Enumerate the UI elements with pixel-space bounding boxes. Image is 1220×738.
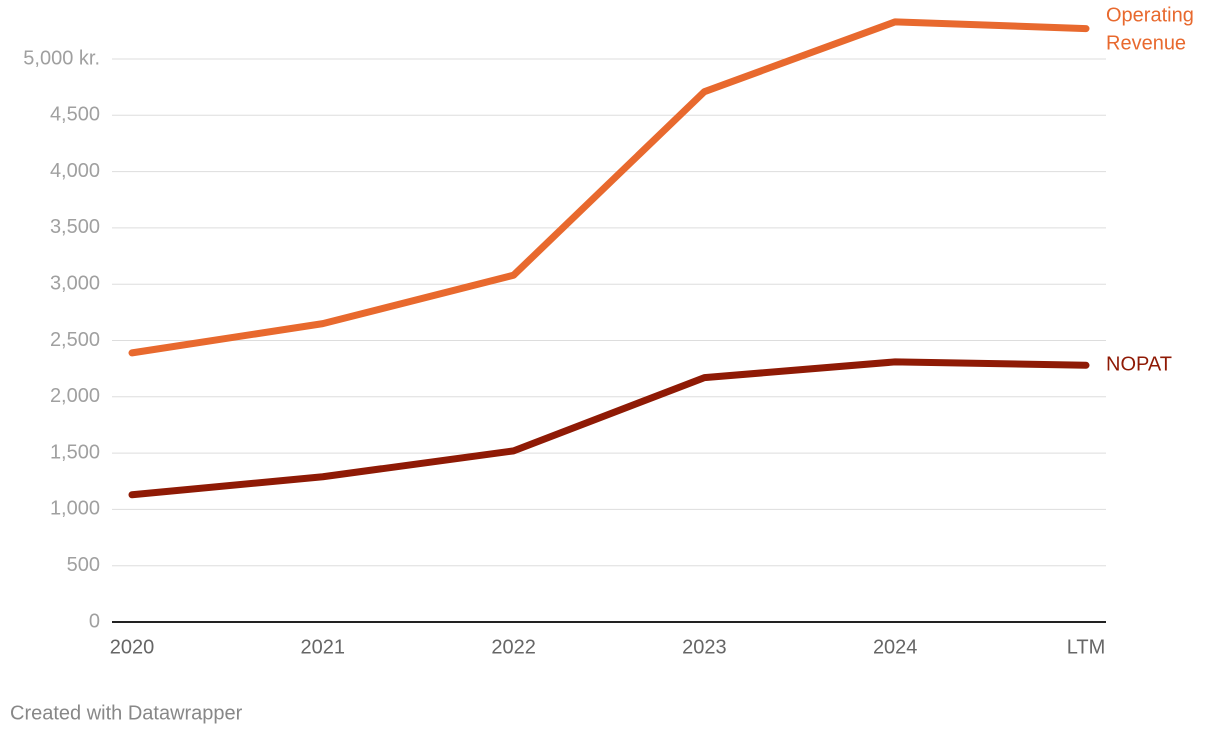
y-tick-label: 0 [89,610,100,632]
y-tick-label: 4,500 [50,104,100,126]
x-tick-label: 2022 [491,636,536,658]
series-line [128,358,1090,499]
y-tick-label: 2,500 [50,329,100,351]
y-tick-label: 2,000 [50,385,100,407]
y-tick-label: 5,000 kr. [23,47,100,69]
y-tick-label: 1,000 [50,498,100,520]
y-tick-label: 3,000 [50,272,100,294]
y-tick-label: 3,500 [50,216,100,238]
series-line [128,18,1090,357]
x-tick-label: 2023 [682,636,727,658]
y-tick-label: 500 [67,554,100,576]
x-tick-label: 2024 [873,636,918,658]
series-label: NOPAT [1106,354,1172,376]
x-tick-label: LTM [1067,636,1106,658]
credit: Created with Datawrapper [10,702,243,724]
x-tick-label: 2021 [301,636,346,658]
x-tick-label: 2020 [110,636,155,658]
y-tick-label: 4,000 [50,160,100,182]
series-label: Operating Revenue [1106,5,1194,55]
y-tick-label: 1,500 [50,441,100,463]
